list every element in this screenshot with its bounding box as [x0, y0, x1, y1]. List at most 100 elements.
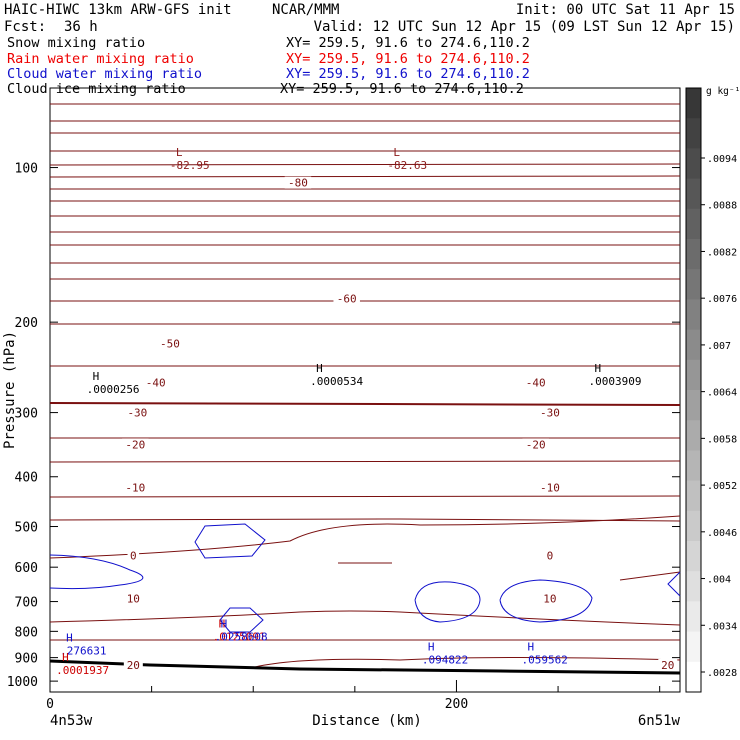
- y-tick-label: 200: [15, 316, 38, 331]
- colorbar-frame: [685, 87, 702, 693]
- extremum-marker: H: [93, 370, 100, 383]
- freezing-isoline: [49, 402, 681, 406]
- colorbar-swatch: [686, 480, 701, 512]
- colorbar-tick-label: .0076: [707, 294, 737, 305]
- isotherm-label-bg: [333, 292, 360, 305]
- cloud-water-contour: [49, 554, 144, 590]
- left-endpoint-label: 4n53w: [50, 713, 93, 729]
- init-time: Init: 00 UTC Sat 11 Apr 15: [516, 2, 735, 18]
- isotherm-label-bg: [658, 658, 678, 671]
- isotherm-label-bg: [536, 406, 564, 419]
- field-xy-cloud-water: XY= 259.5, 91.6 to 274.6,110.2: [286, 66, 530, 82]
- isotherm-label: -60: [337, 293, 357, 306]
- extremum-value: .094822: [422, 654, 468, 667]
- isoline: [49, 610, 681, 626]
- isoline: [49, 163, 681, 166]
- y-axis-title: Pressure (hPa): [2, 331, 18, 449]
- colorbar-swatch: [686, 420, 701, 451]
- field-xy-rain: XY= 259.5, 91.6 to 274.6,110.2: [286, 51, 530, 67]
- cloud-water-contour: [219, 607, 264, 633]
- colorbar-tick-label: .0082: [707, 247, 737, 258]
- isoline: [49, 175, 681, 178]
- fcst-value: 36 h: [64, 19, 98, 35]
- fcst-label: Fcst:: [4, 19, 46, 35]
- isotherm-label-bg: [540, 592, 560, 605]
- isotherm-label-bg: [122, 481, 149, 494]
- isotherm-label: 0: [130, 550, 137, 563]
- field-name-snow: Snow mixing ratio: [7, 35, 145, 51]
- isotherm-label: -10: [125, 482, 145, 495]
- colorbar-swatch: [686, 208, 701, 240]
- extremum-marker: H: [428, 641, 435, 654]
- isoline: [619, 571, 681, 581]
- cloud-water-contour: [667, 571, 681, 597]
- field-legend: Snow mixing ratio XY= 259.5, 91.6 to 274…: [7, 35, 530, 97]
- temperature-isolines: [49, 103, 681, 668]
- colorbar-swatch: [686, 329, 701, 361]
- colorbar-tick-label: .0058: [707, 434, 737, 445]
- colorbar-swatch: [686, 450, 701, 482]
- isotherm-label-bg: [522, 376, 549, 389]
- y-tick-label: 1000: [7, 675, 38, 690]
- extremum-value: -82.63: [387, 159, 427, 172]
- isotherm-label: -20: [526, 438, 546, 451]
- isotherm-label-bg: [123, 592, 143, 605]
- y-tick-label: 500: [15, 521, 38, 536]
- extremum-value: .0001937: [56, 664, 109, 677]
- isotherm-label: -40: [146, 376, 166, 389]
- extremum-marker: H: [595, 362, 602, 375]
- isotherm-label: -80: [288, 177, 308, 190]
- colorbar-unit: g kg⁻¹: [706, 86, 740, 97]
- colorbar-tick-label: .007: [707, 341, 731, 352]
- isotherm-label: -40: [526, 376, 546, 389]
- colorbar-tick-label: .0064: [707, 388, 737, 399]
- model-title: HAIC-HIWC 13km ARW-GFS init: [4, 2, 232, 18]
- colorbar-swatch: [686, 148, 701, 180]
- extremum-marker: L: [176, 146, 183, 159]
- colorbar-swatch: [686, 510, 701, 542]
- isotherm-label: -50: [160, 337, 180, 350]
- y-tick-label: 400: [15, 471, 38, 486]
- extremum-value: .059562: [521, 654, 567, 667]
- x-axis-title: Distance (km): [312, 713, 422, 729]
- isotherm-label-bg: [124, 406, 151, 419]
- isotherm-label-bg: [142, 376, 169, 389]
- extremum-marker: H: [66, 631, 73, 644]
- isotherm-label-bg: [544, 549, 556, 562]
- cloud-water-contours: [49, 523, 681, 633]
- colorbar-swatch: [686, 571, 701, 602]
- isotherm-label: 10: [127, 592, 140, 605]
- surface-line: [49, 659, 681, 675]
- extremum-value: .0258608: [215, 631, 268, 644]
- colorbar-tick-label: .0046: [707, 528, 737, 539]
- y-tick-label: 300: [15, 407, 38, 422]
- isoline: [49, 518, 681, 522]
- isoline: [49, 515, 681, 559]
- extremum-value: .276631: [60, 644, 106, 657]
- colorbar-swatch: [686, 269, 701, 300]
- field-xy-cloud-ice: XY= 259.5, 91.6 to 274.6,110.2: [280, 81, 524, 97]
- colorbar-tick-label: .0034: [707, 621, 737, 632]
- x-tick-label: 200: [445, 697, 468, 712]
- colorbar-swatch: [686, 661, 701, 693]
- colorbar-swatch: [686, 601, 701, 633]
- field-name-cloud-water: Cloud water mixing ratio: [7, 66, 202, 82]
- isotherm-label: -10: [540, 482, 560, 495]
- cloud-water-contour: [499, 579, 593, 623]
- colorbar-swatch: [686, 359, 701, 391]
- isotherm-label-bg: [156, 337, 184, 350]
- colorbar-tick-label: .0028: [707, 668, 737, 679]
- y-tick-label: 900: [15, 652, 38, 667]
- isotherm-label-bg: [536, 481, 564, 494]
- isotherm-label: -20: [125, 438, 145, 451]
- org-label: NCAR/MMM: [272, 2, 339, 18]
- colorbar-tick-label: .0088: [707, 201, 737, 212]
- colorbar-swatch: [686, 631, 701, 663]
- isoline: [254, 657, 681, 668]
- x-tick-label: 0: [46, 697, 54, 712]
- isotherm-label: 20: [127, 659, 140, 672]
- colorbar-swatch: [686, 299, 701, 331]
- extremum-marker: H: [316, 362, 323, 375]
- colorbar-tick-label: .0052: [707, 481, 737, 492]
